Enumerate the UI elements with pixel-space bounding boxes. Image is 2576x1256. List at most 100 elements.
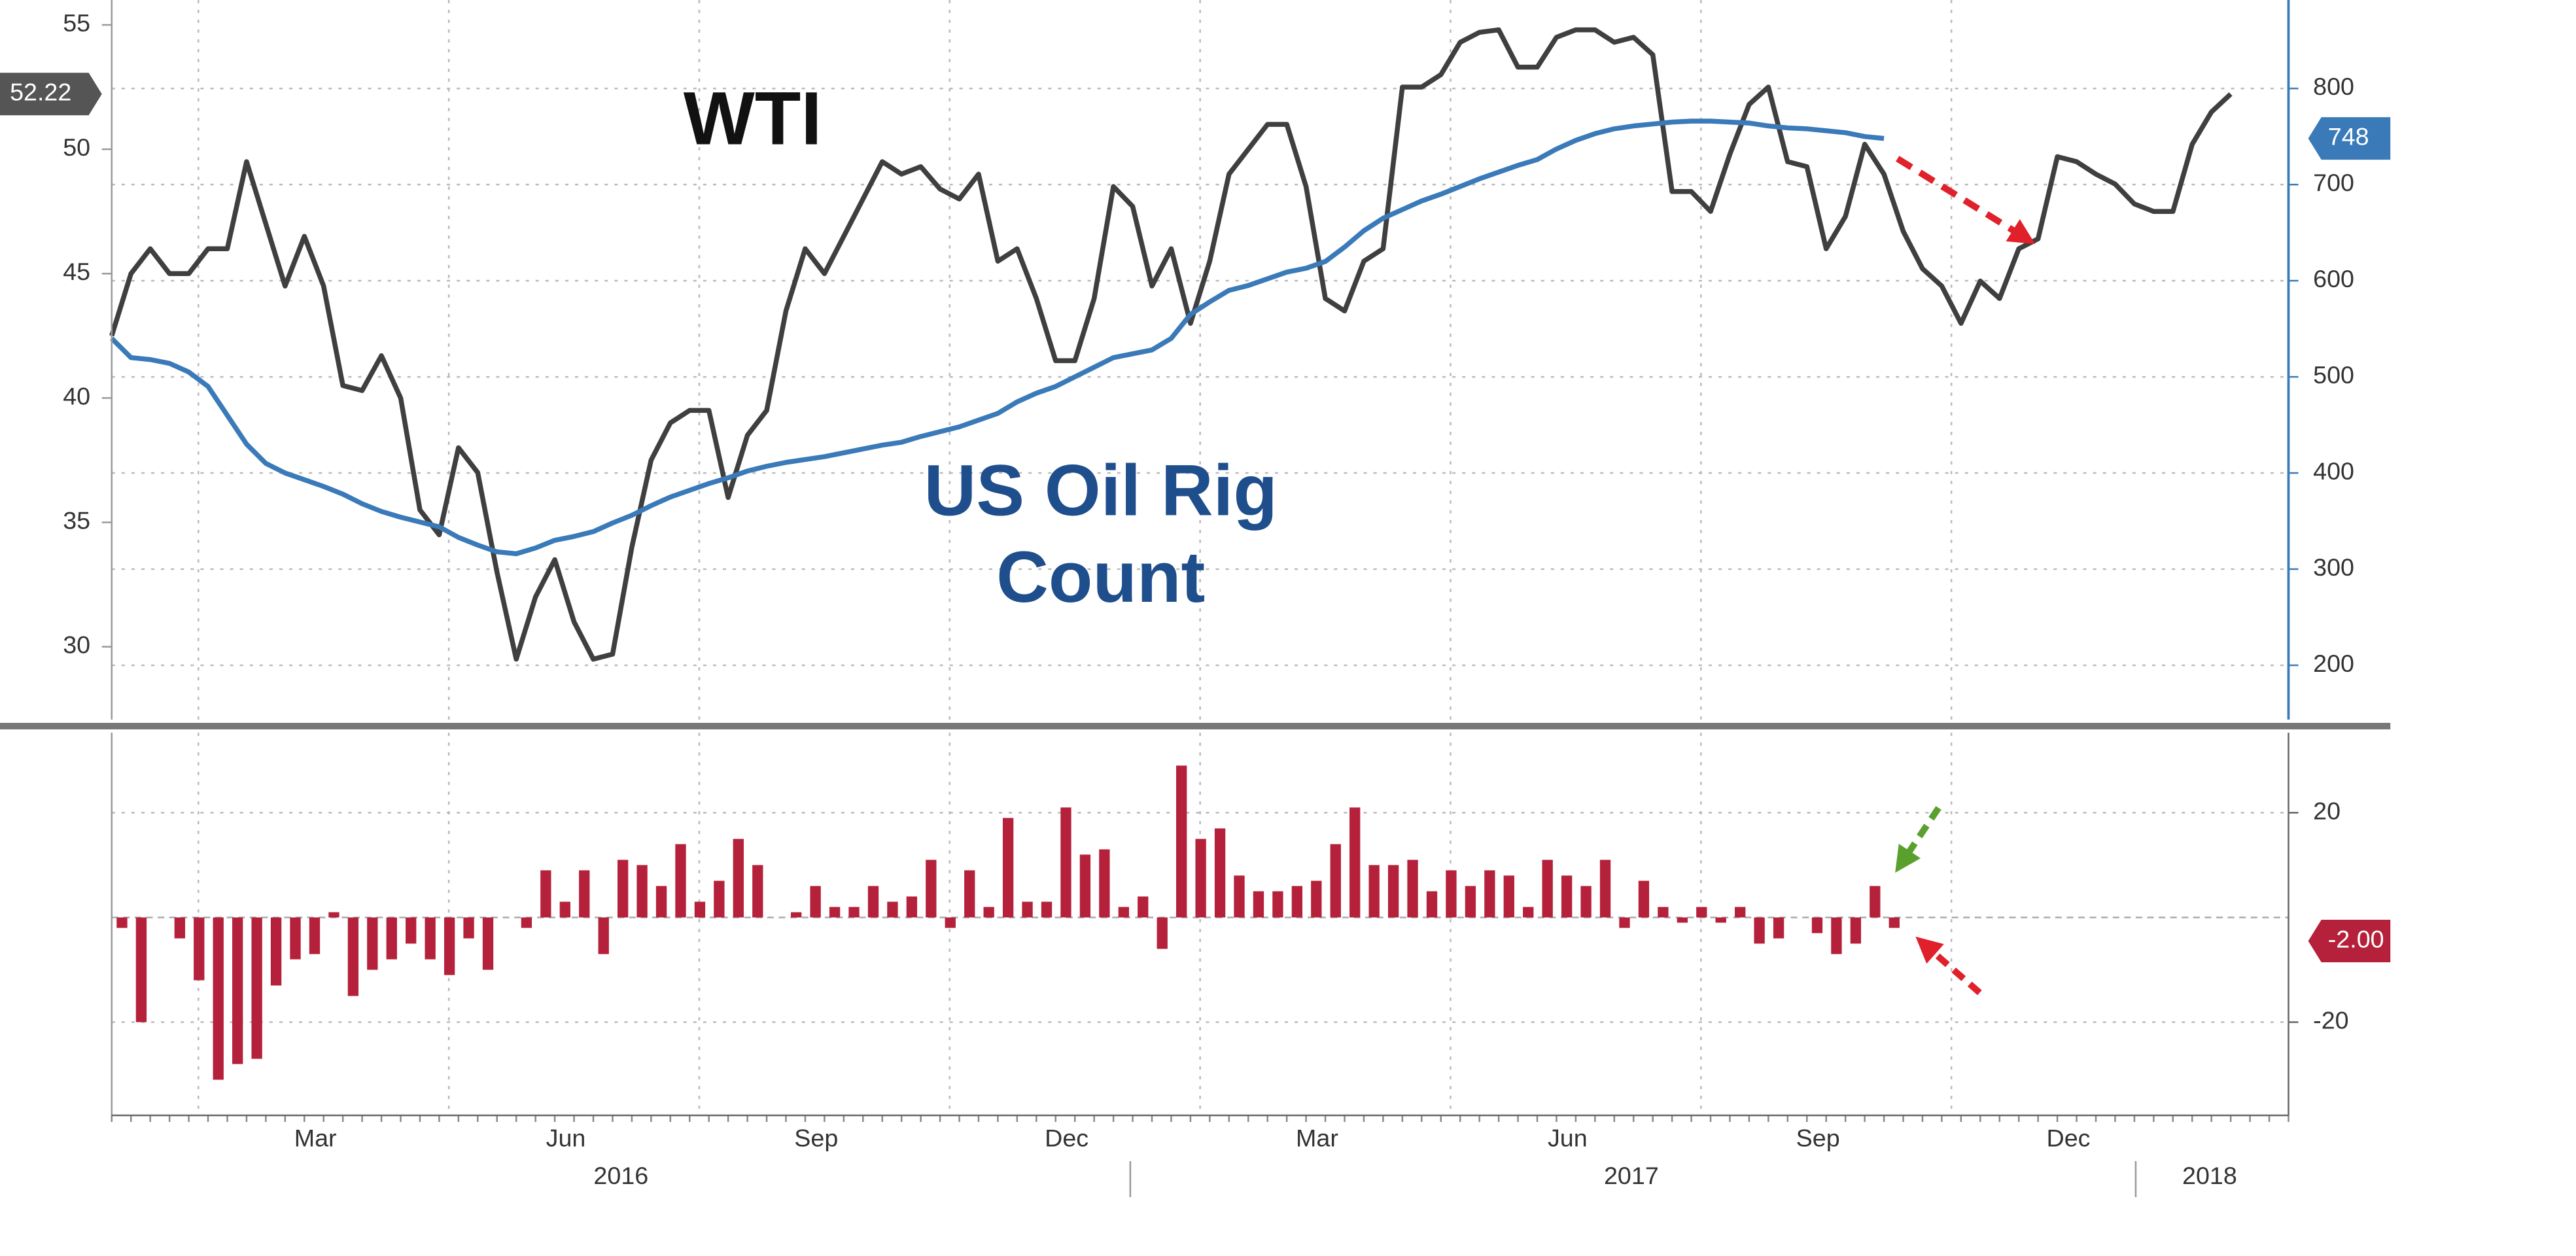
bar xyxy=(1349,807,1361,918)
y2-tick-label: 600 xyxy=(2313,265,2354,292)
bar xyxy=(1754,917,1765,944)
last-value-tag: 748 xyxy=(2328,123,2369,150)
bar xyxy=(1638,881,1650,918)
bar xyxy=(444,917,455,975)
bar xyxy=(579,870,590,918)
bar xyxy=(1272,891,1283,918)
bar xyxy=(964,870,975,918)
bar xyxy=(1696,907,1707,918)
bar xyxy=(829,907,841,918)
bar xyxy=(328,912,339,918)
red-arrow xyxy=(1915,936,1982,996)
bar xyxy=(521,917,532,928)
bar xyxy=(425,917,436,960)
bar xyxy=(1157,917,1168,949)
bar xyxy=(983,907,994,918)
x-tick-label: Dec xyxy=(1045,1124,1088,1151)
y-tick-label: 35 xyxy=(63,506,90,534)
bar xyxy=(733,839,744,918)
bar xyxy=(1041,901,1053,918)
bar xyxy=(1484,870,1495,918)
bar xyxy=(1523,907,1534,918)
bar xyxy=(1811,917,1823,933)
bar xyxy=(1368,865,1380,918)
bar xyxy=(251,917,262,1059)
last-value-tag-bg xyxy=(0,73,102,116)
x-tick-label: Jun xyxy=(1548,1124,1588,1151)
y-tick-label: 40 xyxy=(63,382,90,410)
bar xyxy=(945,917,956,928)
last-value-tag: -2.00 xyxy=(2328,925,2384,952)
bar xyxy=(463,917,474,939)
y2-tick-label: 800 xyxy=(2313,73,2354,100)
bar xyxy=(1619,917,1630,928)
x-tick-label: Mar xyxy=(1296,1124,1338,1151)
bar xyxy=(848,907,860,918)
series-line xyxy=(109,27,2233,662)
y-tick-label: -20 xyxy=(2313,1007,2348,1034)
bar xyxy=(1561,875,1573,918)
bar xyxy=(1291,886,1303,918)
bar xyxy=(694,901,706,918)
bar xyxy=(1658,907,1669,918)
bar xyxy=(1407,860,1418,918)
y-tick-label: 30 xyxy=(63,631,90,659)
bar xyxy=(1465,886,1476,918)
wti-annotation: WTI xyxy=(684,77,822,161)
bar xyxy=(1195,839,1206,918)
year-label: 2016 xyxy=(593,1162,648,1189)
bar xyxy=(1773,917,1784,939)
bar xyxy=(1022,901,1033,918)
rig-annotation: US Oil Rig Count xyxy=(924,451,1278,618)
bar xyxy=(1387,865,1399,918)
bar xyxy=(617,860,629,918)
bar xyxy=(1118,907,1129,918)
bar xyxy=(810,886,821,918)
bar xyxy=(1870,886,1881,918)
bar xyxy=(1234,875,1245,918)
last-value-tag: 52.22 xyxy=(10,78,71,106)
y-tick-label: 55 xyxy=(63,9,90,37)
x-tick-label: Sep xyxy=(1796,1124,1840,1151)
bar xyxy=(636,865,648,918)
bar xyxy=(309,917,321,954)
bar xyxy=(1542,860,1553,918)
bar xyxy=(1715,917,1726,923)
bar xyxy=(1850,917,1862,944)
x-tick-label: Mar xyxy=(294,1124,337,1151)
y-tick-label: 50 xyxy=(63,133,90,161)
bar xyxy=(675,844,686,918)
bar xyxy=(752,865,763,918)
bar xyxy=(926,860,937,918)
bar xyxy=(270,917,282,986)
bar xyxy=(174,917,185,939)
x-tick-label: Sep xyxy=(794,1124,838,1151)
x-tick-label: Jun xyxy=(546,1124,586,1151)
bar xyxy=(1888,917,1900,928)
bar xyxy=(1099,849,1110,918)
bar xyxy=(135,917,147,1022)
series-line xyxy=(110,118,1885,557)
y-tick-label: 45 xyxy=(63,258,90,285)
y2-tick-label: 700 xyxy=(2313,169,2354,196)
bar xyxy=(1060,807,1071,918)
bar xyxy=(1138,896,1149,918)
bar xyxy=(1580,886,1592,918)
y2-tick-label: 200 xyxy=(2313,650,2354,677)
bar xyxy=(540,870,551,918)
bar xyxy=(1446,870,1457,918)
last-value-tag-bg xyxy=(2308,919,2391,962)
bar xyxy=(1253,891,1264,918)
bar xyxy=(1503,875,1514,918)
y2-tick-label: 300 xyxy=(2313,553,2354,581)
bar xyxy=(1831,917,1842,954)
bar xyxy=(1214,828,1226,918)
bar xyxy=(1426,891,1438,918)
x-tick-label: Dec xyxy=(2047,1124,2091,1151)
bar xyxy=(867,886,879,918)
bar xyxy=(386,917,397,960)
bar xyxy=(367,917,378,970)
green-arrow xyxy=(1895,806,1941,873)
